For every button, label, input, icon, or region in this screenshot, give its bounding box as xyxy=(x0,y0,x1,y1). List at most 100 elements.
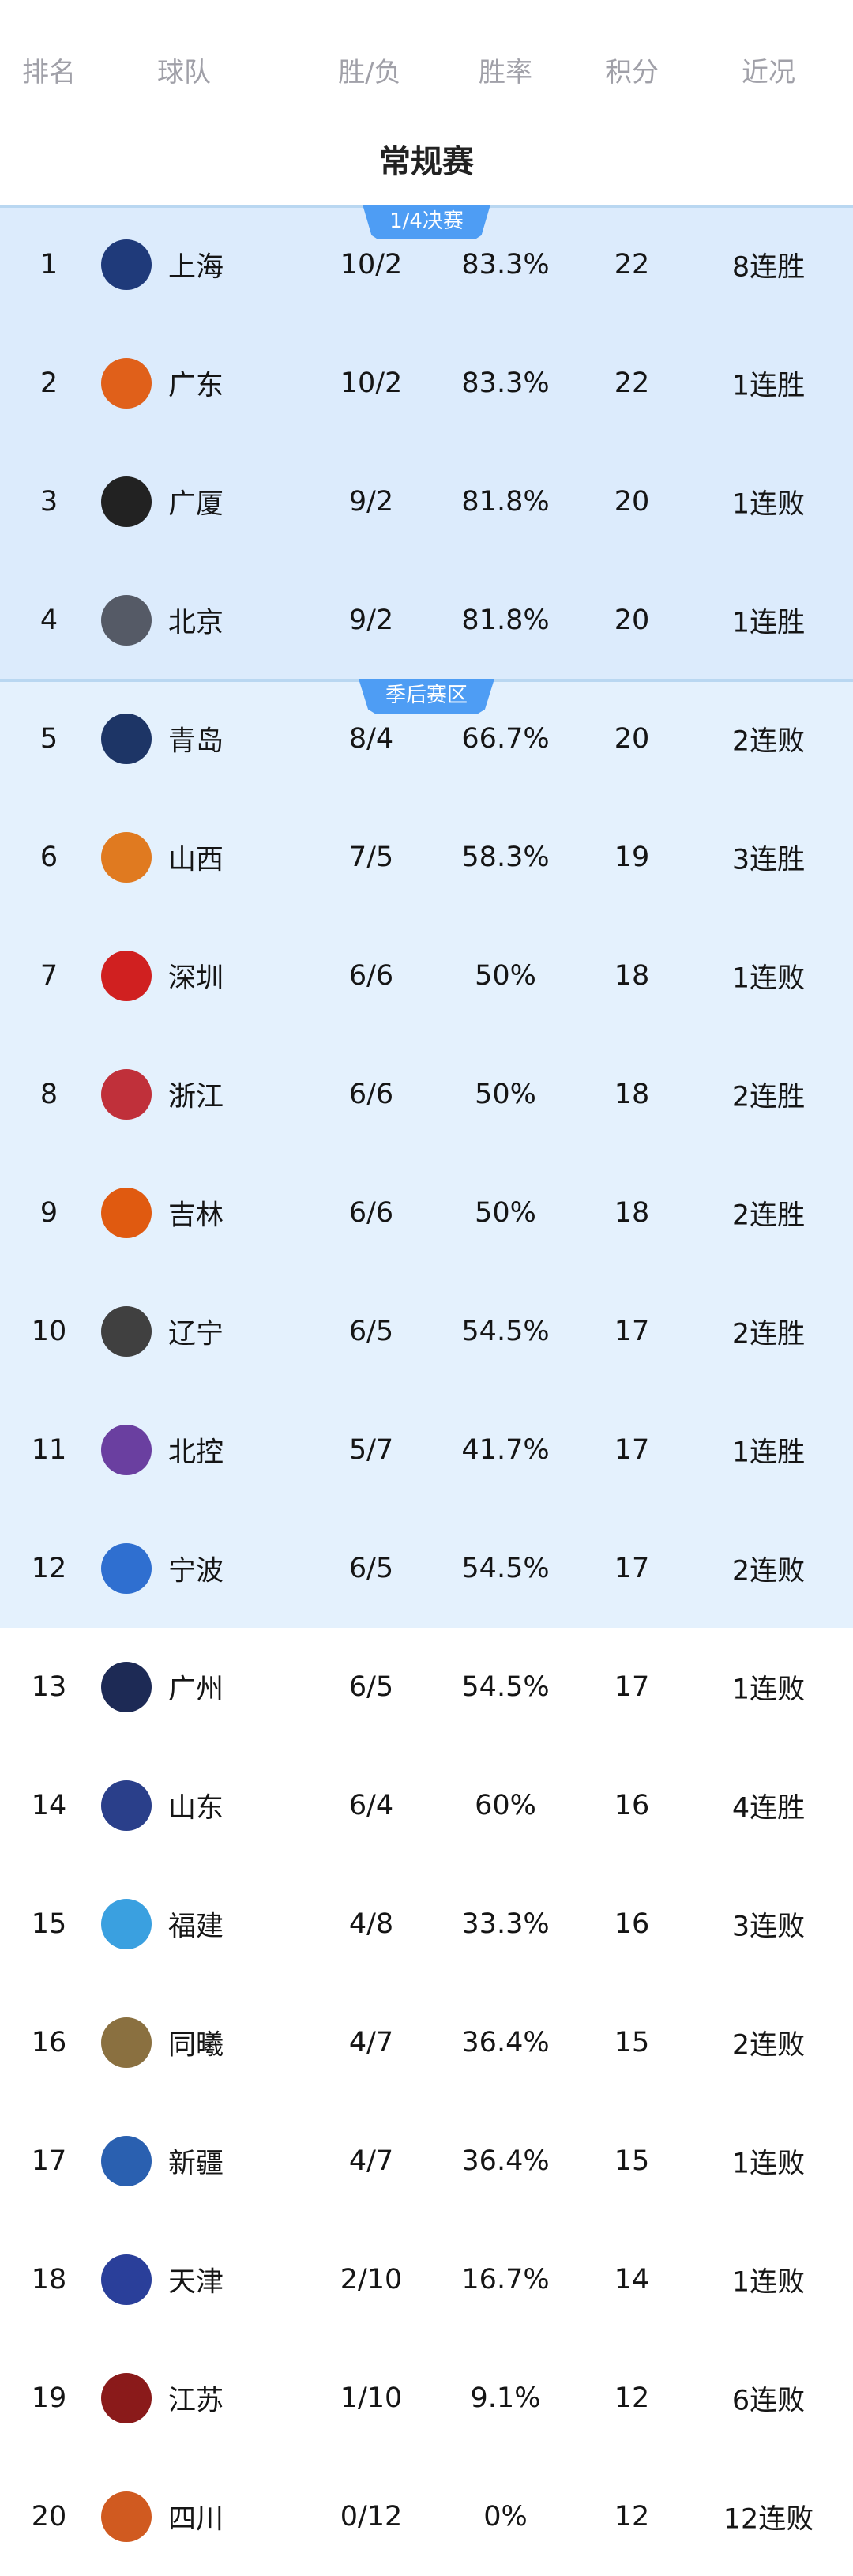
table-row[interactable]: 20 四川 0/12 0% 12 12连败 xyxy=(0,2457,853,2576)
rank: 13 xyxy=(31,1671,67,1703)
table-row[interactable]: 3 广厦 9/2 81.8% 20 1连败 xyxy=(0,443,853,561)
team-name[interactable]: 广东 xyxy=(168,370,224,402)
win-loss: 1/10 xyxy=(340,2382,403,2414)
table-row[interactable]: 18 天津 2/10 16.7% 14 1连败 xyxy=(0,2220,853,2339)
win-loss: 8/4 xyxy=(348,723,394,755)
team-name[interactable]: 浙江 xyxy=(168,1081,224,1113)
rank: 3 xyxy=(39,486,58,518)
zone-badge-playoff: 季后赛区 xyxy=(358,679,495,714)
team-name[interactable]: 宁波 xyxy=(168,1555,224,1587)
rank: 19 xyxy=(31,2382,67,2414)
rank: 8 xyxy=(39,1079,58,1110)
points: 12 xyxy=(614,2382,650,2414)
table-row[interactable]: 8 浙江 6/6 50% 18 2连胜 xyxy=(0,1035,853,1154)
team-logo-icon xyxy=(101,1780,152,1831)
rank: 18 xyxy=(31,2264,67,2295)
team-name[interactable]: 天津 xyxy=(168,2266,224,2299)
team-name[interactable]: 江苏 xyxy=(168,2385,224,2417)
win-loss: 6/5 xyxy=(348,1316,394,1347)
team-name[interactable]: 同曦 xyxy=(168,2029,224,2062)
rank: 11 xyxy=(31,1434,67,1466)
table-row[interactable]: 5 青岛 8/4 66.7% 20 2连败 xyxy=(0,680,853,798)
rank: 17 xyxy=(31,2145,67,2177)
table-row[interactable]: 17 新疆 4/7 36.4% 15 1连败 xyxy=(0,2102,853,2220)
table-row[interactable]: 12 宁波 6/5 54.5% 17 2连败 xyxy=(0,1509,853,1628)
table-row[interactable]: 1 上海 10/2 83.3% 22 8连胜 xyxy=(0,205,853,324)
recent-form: 1连败 xyxy=(731,962,806,995)
team-name[interactable]: 北控 xyxy=(168,1437,224,1469)
recent-form: 1连败 xyxy=(731,2148,806,2180)
points: 18 xyxy=(614,960,650,992)
win-loss: 2/10 xyxy=(340,2264,403,2295)
win-pct: 16.7% xyxy=(461,2264,550,2295)
table-row[interactable]: 10 辽宁 6/5 54.5% 17 2连胜 xyxy=(0,1272,853,1391)
table-header: 排名 球队 胜/负 胜率 积分 近况 xyxy=(0,40,853,90)
team-logo-icon xyxy=(101,2017,152,2068)
team-logo-icon xyxy=(101,1425,152,1475)
team-name[interactable]: 上海 xyxy=(168,251,224,284)
column-win-pct[interactable]: 胜率 xyxy=(479,57,532,89)
rank: 6 xyxy=(39,842,58,873)
team-logo-icon xyxy=(101,476,152,527)
team-name[interactable]: 北京 xyxy=(168,607,224,639)
table-row[interactable]: 9 吉林 6/6 50% 18 2连胜 xyxy=(0,1154,853,1272)
points: 17 xyxy=(614,1434,650,1466)
team-name[interactable]: 广厦 xyxy=(168,488,224,521)
recent-form: 8连胜 xyxy=(731,251,806,284)
team-name[interactable]: 四川 xyxy=(168,2503,224,2536)
team-name[interactable]: 新疆 xyxy=(168,2148,224,2180)
column-rank[interactable]: 排名 xyxy=(22,57,76,89)
win-pct: 36.4% xyxy=(461,2027,550,2058)
win-pct: 54.5% xyxy=(461,1671,550,1703)
recent-form: 2连胜 xyxy=(731,1199,806,1232)
team-logo-icon xyxy=(101,2373,152,2423)
rank: 2 xyxy=(39,367,58,399)
table-row[interactable]: 2 广东 10/2 83.3% 22 1连胜 xyxy=(0,324,853,443)
win-pct: 81.8% xyxy=(461,604,550,636)
column-points[interactable]: 积分 xyxy=(605,57,659,89)
column-team[interactable]: 球队 xyxy=(157,57,211,89)
team-name[interactable]: 山西 xyxy=(168,844,224,876)
table-row[interactable]: 4 北京 9/2 81.8% 20 1连胜 xyxy=(0,561,853,680)
points: 17 xyxy=(614,1553,650,1584)
zone-badge-quarterfinal: 1/4决赛 xyxy=(363,205,490,239)
team-name[interactable]: 青岛 xyxy=(168,725,224,758)
win-loss: 9/2 xyxy=(348,486,394,518)
recent-form: 12连败 xyxy=(723,2503,814,2536)
win-loss: 4/8 xyxy=(348,1908,394,1940)
column-win-loss[interactable]: 胜/负 xyxy=(338,57,401,89)
rank: 10 xyxy=(31,1316,67,1347)
team-name[interactable]: 山东 xyxy=(168,1792,224,1825)
team-name[interactable]: 福建 xyxy=(168,1911,224,1943)
win-pct: 54.5% xyxy=(461,1316,550,1347)
win-loss: 9/2 xyxy=(348,604,394,636)
recent-form: 1连败 xyxy=(731,488,806,521)
recent-form: 2连胜 xyxy=(731,1318,806,1350)
table-row[interactable]: 14 山东 6/4 60% 16 4连胜 xyxy=(0,1746,853,1865)
recent-form: 6连败 xyxy=(731,2385,806,2417)
table-row[interactable]: 13 广州 6/5 54.5% 17 1连败 xyxy=(0,1628,853,1746)
rank: 9 xyxy=(39,1197,58,1229)
table-row[interactable]: 15 福建 4/8 33.3% 16 3连败 xyxy=(0,1865,853,1983)
rank: 20 xyxy=(31,2501,67,2533)
recent-form: 2连败 xyxy=(731,1555,806,1587)
win-pct: 60% xyxy=(475,1790,536,1821)
table-row[interactable]: 19 江苏 1/10 9.1% 12 6连败 xyxy=(0,2339,853,2457)
team-name[interactable]: 深圳 xyxy=(168,962,224,995)
team-name[interactable]: 吉林 xyxy=(168,1199,224,1232)
team-logo-icon xyxy=(101,951,152,1001)
column-recent[interactable]: 近况 xyxy=(742,57,795,89)
team-name[interactable]: 辽宁 xyxy=(168,1318,224,1350)
rank: 7 xyxy=(39,960,58,992)
team-name[interactable]: 广州 xyxy=(168,1674,224,1706)
team-logo-icon xyxy=(101,832,152,883)
table-row[interactable]: 16 同曦 4/7 36.4% 15 2连败 xyxy=(0,1983,853,2102)
points: 17 xyxy=(614,1671,650,1703)
points: 16 xyxy=(614,1790,650,1821)
table-row[interactable]: 6 山西 7/5 58.3% 19 3连胜 xyxy=(0,798,853,917)
team-logo-icon xyxy=(101,1662,152,1712)
table-row[interactable]: 7 深圳 6/6 50% 18 1连败 xyxy=(0,917,853,1035)
recent-form: 1连败 xyxy=(731,1674,806,1706)
points: 22 xyxy=(614,249,650,281)
table-row[interactable]: 11 北控 5/7 41.7% 17 1连胜 xyxy=(0,1391,853,1509)
